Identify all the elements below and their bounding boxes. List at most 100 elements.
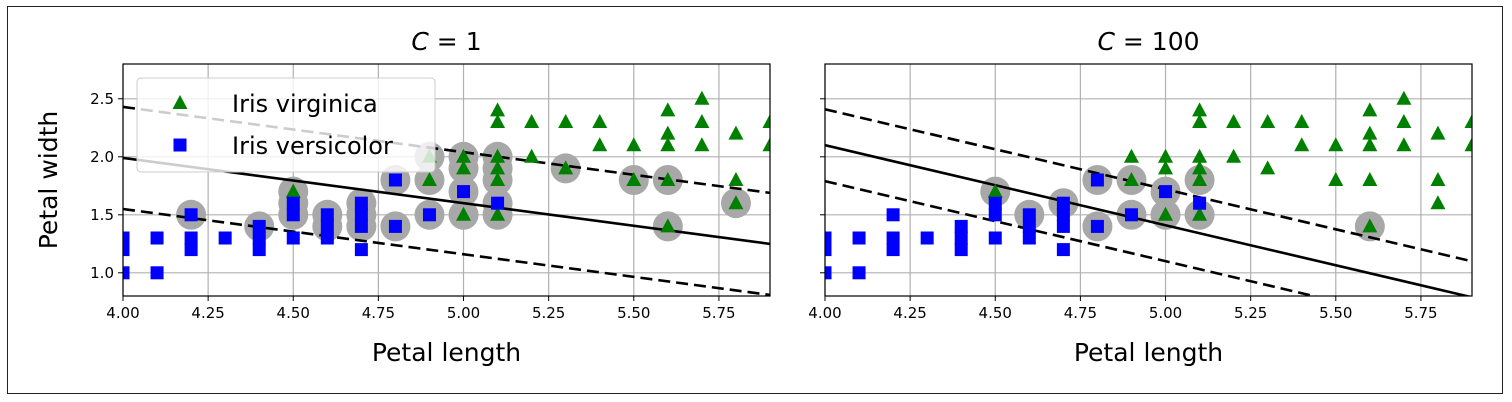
versicolor-point (988, 208, 1002, 222)
versicolor-point (388, 219, 402, 233)
legend-versicolor-marker (173, 138, 187, 152)
virginica-point (1226, 148, 1242, 163)
versicolor-point (1159, 185, 1173, 199)
virginica-point (762, 114, 770, 128)
x-tick-label: 4.50 (979, 304, 1012, 322)
virginica-point (1158, 148, 1174, 163)
virginica-point (1226, 114, 1242, 128)
versicolor-point (123, 243, 130, 257)
versicolor-point (886, 208, 900, 222)
virginica-point (1362, 172, 1378, 186)
chart-title-value: = 100 (1115, 27, 1200, 56)
versicolor-point (1193, 196, 1207, 210)
versicolor-point (1022, 208, 1036, 222)
versicolor-point (954, 243, 968, 257)
y-axis-label: Petal width (34, 111, 63, 250)
virginica-point (1192, 114, 1208, 128)
x-axis-label: Petal length (1074, 338, 1223, 367)
versicolor-point (1124, 208, 1138, 222)
x-axis-label: Petal length (372, 338, 521, 367)
versicolor-point (422, 208, 436, 222)
x-tick-label: 5.50 (617, 304, 650, 322)
virginica-point (1464, 137, 1472, 152)
x-tick-label: 5.25 (532, 304, 565, 322)
y-tick-label: 2.0 (90, 148, 114, 166)
virginica-point (1123, 148, 1139, 163)
virginica-point (660, 172, 676, 186)
x-tick-label: 4.00 (808, 304, 841, 322)
virginica-point (1192, 172, 1208, 186)
versicolor-point (354, 208, 368, 222)
virginica-point (1396, 114, 1412, 128)
versicolor-point (988, 231, 1002, 245)
versicolor-point (252, 243, 266, 257)
virginica-point (456, 160, 472, 175)
x-tick-label: 4.00 (106, 304, 139, 322)
upper-margin-line (825, 107, 1472, 263)
chart-title: C = 1 (411, 27, 481, 56)
versicolor-point (852, 231, 866, 245)
versicolor-point (1056, 208, 1070, 222)
versicolor-point (852, 266, 866, 280)
x-tick-label: 4.25 (191, 304, 224, 322)
versicolor-point (457, 185, 471, 199)
virginica-point (694, 114, 710, 128)
virginica-point (1328, 172, 1344, 186)
virginica-point (1192, 160, 1208, 175)
axes-frame (122, 63, 771, 297)
versicolor-point (320, 219, 334, 233)
versicolor-point (886, 243, 900, 257)
versicolor-point (286, 196, 300, 210)
versicolor-point (354, 243, 368, 257)
legend-box (136, 77, 436, 173)
versicolor-point (954, 219, 968, 233)
versicolor-point (825, 266, 832, 280)
legend-label: Iris virginica (232, 90, 378, 118)
virginica-point (728, 125, 744, 140)
versicolor-point (886, 231, 900, 245)
versicolor-point (954, 231, 968, 245)
versicolor-point (354, 196, 368, 210)
versicolor-point (320, 231, 334, 245)
axes-frame (824, 63, 1473, 297)
virginica-point (490, 102, 506, 117)
virginica-point (1294, 114, 1310, 128)
virginica-point (456, 148, 472, 163)
versicolor-point (920, 231, 934, 245)
virginica-point (592, 137, 608, 152)
virginica-point (626, 137, 642, 152)
virginica-point (285, 183, 301, 198)
virginica-point (490, 172, 506, 186)
versicolor-point (1056, 219, 1070, 233)
legend-label: Iris versicolor (232, 132, 393, 160)
virginica-point (660, 125, 676, 140)
virginica-point (660, 102, 676, 117)
virginica-point (456, 206, 472, 221)
chart-title: C = 100 (1097, 27, 1199, 56)
virginica-point (1260, 160, 1276, 175)
virginica-point (558, 114, 574, 128)
versicolor-point (825, 243, 832, 257)
x-tick-label: 5.75 (1404, 304, 1437, 322)
versicolor-point (354, 219, 368, 233)
virginica-point (1464, 114, 1472, 128)
y-tick-label: 2.5 (90, 90, 114, 108)
virginica-point (490, 206, 506, 221)
virginica-point (660, 137, 676, 152)
virginica-point (1260, 114, 1276, 128)
versicolor-point (184, 243, 198, 257)
decision-boundary-line (825, 143, 1472, 296)
virginica-point (558, 160, 574, 175)
x-tick-label: 5.00 (447, 304, 480, 322)
virginica-point (1362, 102, 1378, 117)
virginica-point (728, 172, 744, 186)
chart-panel-c1: 4.00 4.25 4.50 4.75 5.00 5.25 5.50 5.75 1.0 1.5 2.… (34, 27, 771, 367)
versicolor-point (320, 208, 334, 222)
virginica-point (1158, 206, 1174, 221)
chart-title-value: = 1 (429, 27, 482, 56)
virginica-point (1123, 172, 1139, 186)
x-tick-label: 5.50 (1319, 304, 1352, 322)
versicolor-point (184, 208, 198, 222)
x-tick-label: 5.75 (702, 304, 735, 322)
